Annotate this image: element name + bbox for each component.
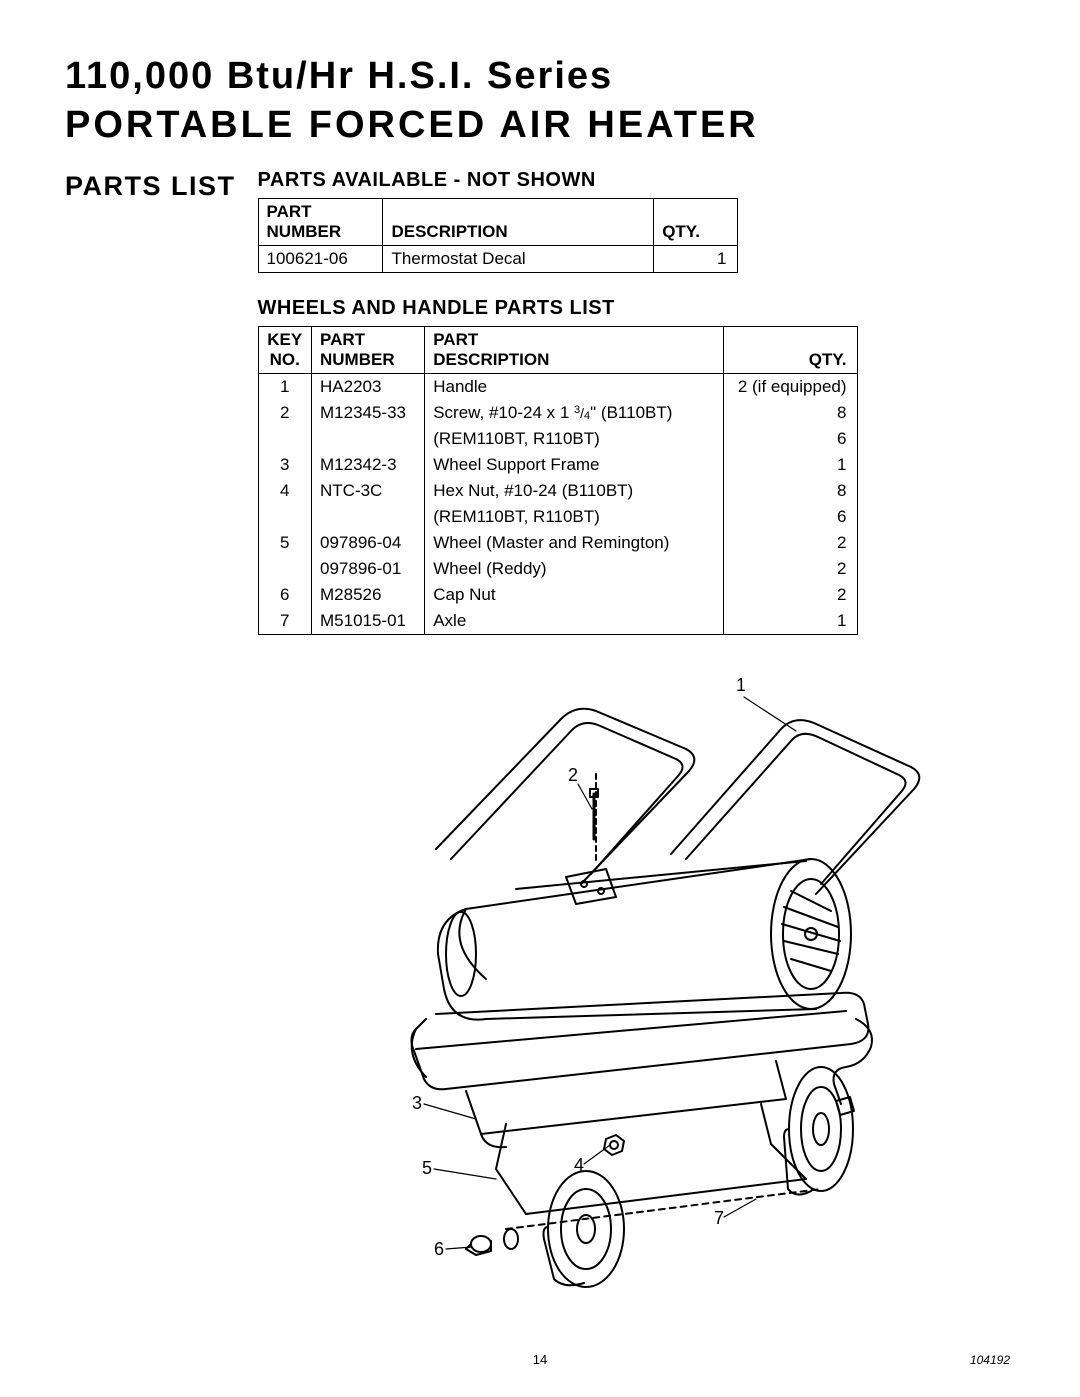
table-row: 4NTC-3CHex Nut, #10-24 (B110BT)8 [258, 478, 857, 504]
cell-key: 5 [258, 530, 311, 556]
cell-qty: 1 [654, 246, 737, 273]
content-row: PARTS LIST PARTS AVAILABLE - NOT SHOWN P… [65, 169, 1015, 1304]
cell-number: M12342-3 [312, 452, 425, 478]
table-row: 6M28526Cap Nut2 [258, 582, 857, 608]
cell-number: 100621-06 [258, 246, 383, 273]
cell-number: M28526 [312, 582, 425, 608]
page-number: 14 [0, 1352, 1080, 1367]
cell-desc: Thermostat Decal [383, 246, 654, 273]
table-row: (REM110BT, R110BT)6 [258, 426, 857, 452]
cell-desc: (REM110BT, R110BT) [425, 426, 723, 452]
cell-desc: Wheel (Reddy) [425, 556, 723, 582]
th-qty: QTY. [723, 350, 857, 374]
cell-key: 6 [258, 582, 311, 608]
callout-2: 2 [568, 765, 578, 785]
table-row: 2M12345-33Screw, #10-24 x 1 3/4" (B110BT… [258, 400, 857, 426]
table-row: 3M12342-3Wheel Support Frame1 [258, 452, 857, 478]
table-row: 100621-06 Thermostat Decal 1 [258, 246, 737, 273]
callout-4: 4 [574, 1155, 584, 1175]
cell-number: M51015-01 [312, 608, 425, 635]
title-line-1: 110,000 Btu/Hr H.S.I. Series [65, 55, 1015, 98]
cell-key: 3 [258, 452, 311, 478]
cell-qty: 2 [723, 582, 857, 608]
table-row: 097896-01Wheel (Reddy)2 [258, 556, 857, 582]
th-description: DESCRIPTION [425, 350, 723, 374]
callout-1: 1 [736, 675, 746, 695]
th-key: KEY [258, 327, 311, 351]
cell-desc: (REM110BT, R110BT) [425, 504, 723, 530]
cell-qty: 8 [723, 478, 857, 504]
th-qty-blank [723, 327, 857, 351]
table-row: 5097896-04Wheel (Master and Remington)2 [258, 530, 857, 556]
cell-qty: 1 [723, 608, 857, 635]
document-id: 104192 [970, 1353, 1010, 1367]
cell-key: 2 [258, 400, 311, 426]
cell-key: 1 [258, 374, 311, 401]
cell-qty: 6 [723, 426, 857, 452]
page: 110,000 Btu/Hr H.S.I. Series PORTABLE FO… [0, 0, 1080, 1397]
cell-key: 4 [258, 478, 311, 504]
cell-number: 097896-01 [312, 556, 425, 582]
cell-qty: 1 [723, 452, 857, 478]
cell-number: 097896-04 [312, 530, 425, 556]
th-no: NO. [258, 350, 311, 374]
title-line-2: PORTABLE FORCED AIR HEATER [65, 104, 1015, 147]
cell-key [258, 426, 311, 452]
table-row: 1HA2203Handle2 (if equipped) [258, 374, 857, 401]
cell-number: HA2203 [312, 374, 425, 401]
th-desc-blank [383, 199, 654, 223]
cell-key: 7 [258, 608, 311, 635]
th-number: NUMBER [312, 350, 425, 374]
th-description: DESCRIPTION [383, 222, 654, 246]
callout-6: 6 [434, 1239, 444, 1259]
cell-desc: Wheel Support Frame [425, 452, 723, 478]
th-qty-blank [654, 199, 737, 223]
callout-5: 5 [422, 1158, 432, 1178]
cell-number: M12345-33 [312, 400, 425, 426]
cell-number [312, 504, 425, 530]
th-number: NUMBER [258, 222, 383, 246]
cell-qty: 2 (if equipped) [723, 374, 857, 401]
cell-qty: 2 [723, 556, 857, 582]
table-row: (REM110BT, R110BT)6 [258, 504, 857, 530]
callout-3: 3 [412, 1093, 422, 1113]
cell-desc: Hex Nut, #10-24 (B110BT) [425, 478, 723, 504]
table-parts-not-shown: PART NUMBER DESCRIPTION QTY. 100621-06 T… [258, 198, 738, 273]
cell-qty: 2 [723, 530, 857, 556]
callout-7: 7 [714, 1208, 724, 1228]
cell-desc: Axle [425, 608, 723, 635]
cell-key [258, 504, 311, 530]
cell-desc: Cap Nut [425, 582, 723, 608]
cell-desc: Handle [425, 374, 723, 401]
exploded-diagram: 1 2 3 4 5 6 7 [258, 659, 1015, 1304]
cell-desc: Wheel (Master and Remington) [425, 530, 723, 556]
th-part2: PART [425, 327, 723, 351]
cell-number [312, 426, 425, 452]
cell-qty: 8 [723, 400, 857, 426]
th-part: PART [312, 327, 425, 351]
cell-desc: Screw, #10-24 x 1 3/4" (B110BT) [425, 400, 723, 426]
table-wheels-handle: KEY PART PART NO. NUMBER DESCRIPTION QTY… [258, 326, 858, 635]
table-row: 7M51015-01Axle1 [258, 608, 857, 635]
th-qty: QTY. [654, 222, 737, 246]
cell-qty: 6 [723, 504, 857, 530]
right-column: PARTS AVAILABLE - NOT SHOWN PART NUMBER … [258, 169, 1015, 1304]
parts-list-heading: PARTS LIST [65, 169, 258, 202]
heater-diagram-svg: 1 2 3 4 5 6 7 [316, 659, 956, 1299]
cell-number: NTC-3C [312, 478, 425, 504]
cell-key [258, 556, 311, 582]
th-part: PART [258, 199, 383, 223]
table1-title: PARTS AVAILABLE - NOT SHOWN [258, 169, 1015, 192]
table2-title: WHEELS AND HANDLE PARTS LIST [258, 297, 1015, 320]
